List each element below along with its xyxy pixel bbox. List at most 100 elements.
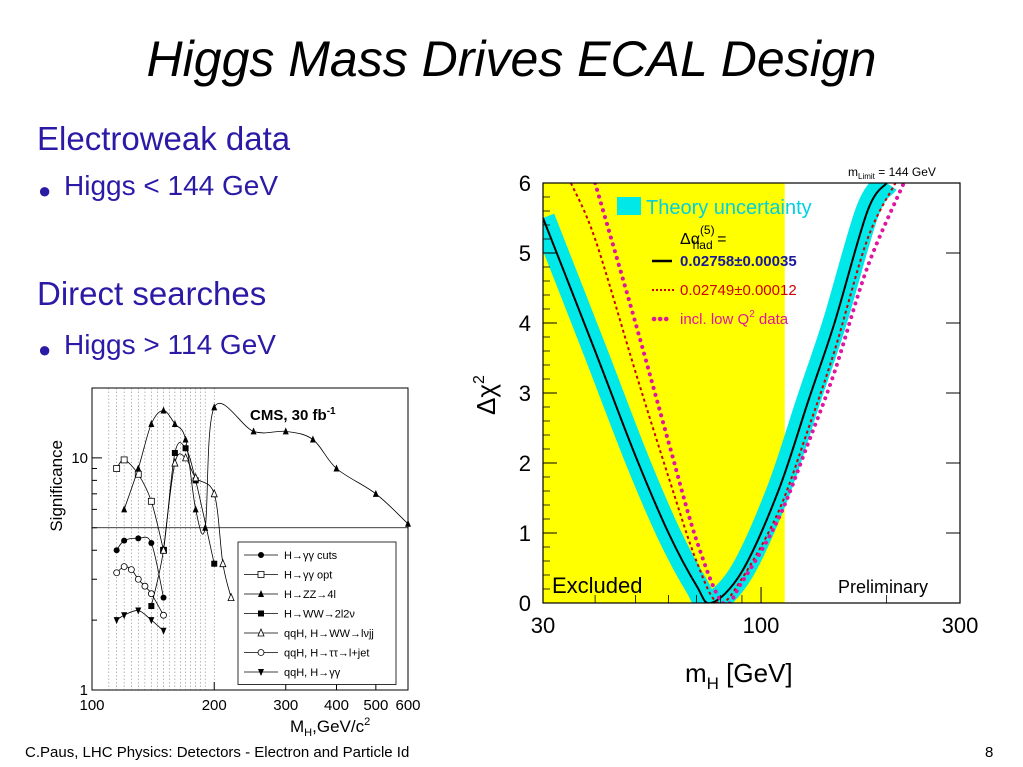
data-point: [171, 449, 178, 456]
x-tick-label: 100: [743, 613, 780, 638]
slide-title: Higgs Mass Drives ECAL Design: [146, 31, 877, 87]
data-point: [257, 571, 265, 578]
series-3: [148, 442, 218, 610]
legend-dots-label: incl. low Q2 data: [680, 309, 789, 328]
data-point: [113, 465, 121, 472]
series-0: [113, 535, 167, 601]
data-point: [192, 472, 200, 482]
legend-solid-label: 0.02758±0.00035: [680, 253, 797, 270]
mlimit-label: mLimit = 144 GeV: [848, 165, 936, 181]
data-point: [372, 489, 379, 497]
data-point: [120, 563, 128, 571]
legend-label: H→ZZ→4l: [284, 589, 336, 601]
data-point: [160, 627, 167, 635]
data-point: [171, 458, 179, 467]
data-point: [159, 545, 168, 554]
data-point: [257, 627, 265, 637]
y-tick-label: 6: [519, 171, 531, 196]
data-point: [134, 575, 142, 583]
y-tick-label: 4: [519, 311, 531, 336]
data-point: [135, 607, 142, 615]
legend-label: qqH, H→γγ: [284, 667, 341, 679]
data-point: [227, 592, 235, 602]
page-number: 8: [985, 744, 994, 761]
x-tick-label: 500: [363, 697, 388, 714]
data-point: [258, 552, 264, 558]
data-point: [211, 560, 218, 567]
x-tick-label: 600: [395, 697, 420, 714]
data-point: [147, 590, 155, 598]
x-tick-label: 300: [273, 697, 298, 714]
y-tick-label: 1: [80, 682, 88, 699]
series-line: [123, 403, 409, 535]
data-point: [120, 456, 128, 464]
data-point: [182, 445, 189, 452]
footer-author: C.Paus, LHC Physics: Detectors - Electro…: [25, 744, 410, 761]
data-point: [148, 539, 155, 546]
bullet-dot: ●: [38, 178, 52, 203]
x-tick-label: 30: [531, 613, 555, 638]
series-line: [163, 453, 232, 598]
legend-label: H→WW→2l2ν: [284, 609, 355, 621]
excluded-label: Excluded: [552, 573, 643, 598]
section-heading-direct-searches: Direct searches: [37, 275, 267, 312]
plot-frame: [91, 387, 409, 691]
bullet-electroweak: Higgs < 144 GeV: [64, 170, 279, 201]
data-point: [257, 649, 265, 656]
data-point: [258, 610, 264, 617]
chart-label: CMS, 30 fb-1: [250, 406, 336, 424]
cms-significance-chart: 100 200 300 400 500 600 1 10 Significance MH,GeV/…: [47, 387, 421, 739]
data-point: [113, 569, 121, 577]
legend-label: H→γγ cuts: [284, 550, 338, 562]
data-point: [250, 427, 257, 435]
plot-area: [543, 183, 906, 603]
data-point: [160, 611, 167, 619]
curve-dots: [593, 183, 906, 603]
data-point: [113, 547, 120, 554]
data-point: [210, 488, 218, 498]
y-tick-label: 1: [519, 521, 531, 546]
series-5: [113, 563, 167, 619]
data-point: [219, 558, 227, 568]
data-point: [211, 403, 218, 411]
y-tick-label: 5: [519, 241, 531, 266]
x-axis-label: MH,GeV/c2: [290, 716, 370, 739]
data-point: [121, 537, 128, 544]
data-point: [141, 582, 149, 590]
y-axis-label: Significance: [47, 440, 66, 532]
data-point: [182, 435, 189, 443]
y-axis-label: Δχ2: [471, 375, 501, 415]
data-point: [160, 406, 167, 414]
legend-theory-swatch: [617, 197, 641, 215]
x-tick-label: 300: [942, 613, 979, 638]
data-point: [147, 497, 155, 505]
series-6: [113, 607, 167, 635]
data-point: [113, 617, 120, 625]
series-2: [121, 403, 411, 535]
legend-alpha-label: Δα(5) had =: [680, 223, 726, 252]
curve-dotted: [569, 183, 897, 603]
x-tick-label: 200: [202, 697, 227, 714]
data-point: [135, 464, 142, 472]
data-point: [192, 505, 199, 513]
x-tick-label: 400: [324, 697, 349, 714]
data-point: [121, 505, 128, 513]
y-tick-label: 2: [519, 451, 531, 476]
bullet-direct-searches: Higgs > 114 GeV: [64, 329, 276, 360]
data-point: [148, 617, 155, 625]
y-tick-label: 3: [519, 381, 531, 406]
data-point: [121, 612, 128, 620]
electroweak-chi2-chart: 0 1 2 3 4 5 6 30 100 300 mH [GeV] Δχ2 mLimit = 144 G…: [471, 165, 979, 693]
data-point: [309, 435, 316, 443]
bullet-dot: ●: [38, 337, 52, 362]
preliminary-label: Preliminary: [838, 577, 928, 597]
series-4: [159, 452, 235, 602]
data-point: [160, 594, 167, 601]
legend-label: qqH, H→ττ→l+jet: [284, 648, 369, 660]
data-point: [181, 452, 190, 462]
y-tick-label: 10: [71, 450, 88, 467]
data-point: [127, 566, 135, 574]
legend-dotted-label: 0.02749±0.00012: [680, 282, 797, 299]
x-axis-label: mH [GeV]: [685, 658, 793, 693]
legend-label: qqH, H→WW→lνjj: [284, 628, 374, 640]
